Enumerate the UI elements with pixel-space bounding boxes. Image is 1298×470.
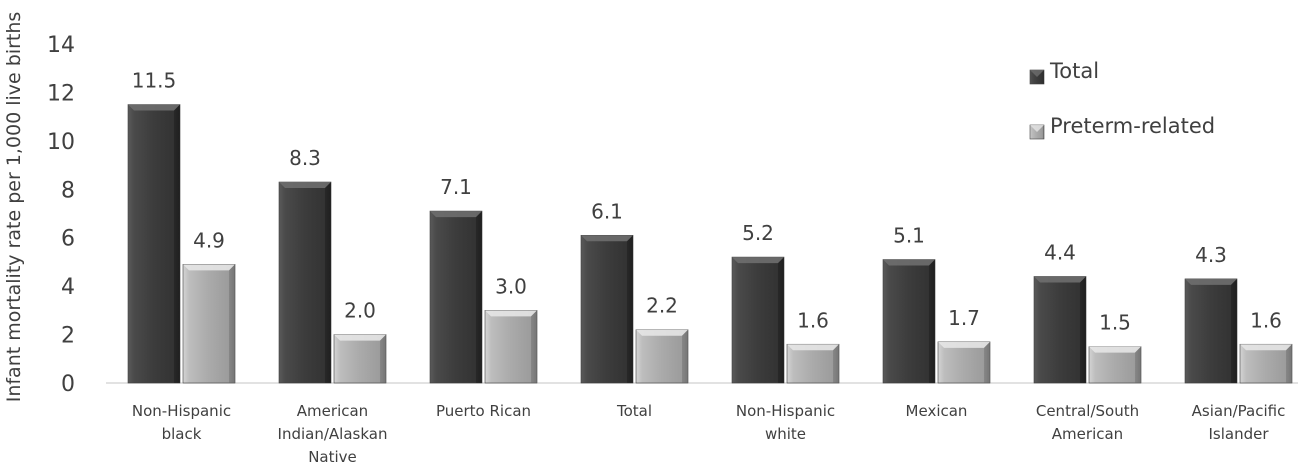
bar-preterm-related (333, 334, 387, 384)
bar-total (127, 104, 181, 384)
bar-total (1033, 276, 1087, 384)
bar-total (429, 210, 483, 384)
data-label: 11.5 (132, 69, 177, 93)
y-tick-label: 8 (61, 178, 75, 203)
y-tick-label: 0 (61, 372, 75, 397)
x-category-label: American Indian/Alaskan Native (278, 402, 388, 466)
bar-total (278, 181, 332, 384)
x-category-label-line: Islander (1208, 425, 1269, 443)
data-label: 4.4 (1044, 240, 1076, 264)
x-category-label: Non-Hispanic white (736, 402, 835, 443)
category-labels: Non-Hispanic black American Indian/Alaskan N… (132, 402, 1285, 466)
data-label: 7.1 (440, 175, 472, 199)
y-tick-label: 12 (47, 81, 75, 106)
x-category-label-line: white (765, 425, 806, 443)
x-category-label-line: Puerto Rican (436, 402, 531, 420)
bar-preterm-related (182, 264, 236, 384)
data-label: 5.2 (742, 221, 774, 245)
bar-total (731, 256, 785, 384)
y-axis-ticks: 0 2 4 6 8 10 12 14 (47, 33, 75, 397)
y-axis-title: Infant mortality rate per 1,000 live bir… (3, 12, 25, 403)
x-category-label: Mexican (906, 402, 968, 420)
x-category-label: Asian/Pacific Islander (1192, 402, 1286, 443)
y-tick-label: 2 (61, 324, 75, 349)
data-label: 1.5 (1099, 311, 1131, 335)
data-label: 1.6 (797, 308, 829, 332)
legend-label: Total (1049, 59, 1099, 83)
data-label: 1.7 (948, 306, 980, 330)
data-label: 2.0 (344, 299, 376, 323)
y-tick-label: 14 (47, 33, 75, 58)
legend: Total Preterm-related (1029, 59, 1215, 140)
bar-preterm-related (635, 329, 689, 384)
y-tick-label: 10 (47, 130, 75, 155)
y-tick-label: 6 (61, 227, 75, 252)
legend-item: Total (1029, 59, 1099, 85)
x-category-label-line: Central/South (1036, 402, 1139, 420)
data-label: 1.6 (1250, 308, 1282, 332)
data-label: 4.3 (1195, 243, 1227, 267)
x-category-label-line: Indian/Alaskan (278, 425, 388, 443)
x-category-label-line: black (162, 425, 202, 443)
x-category-label: Central/South American (1036, 402, 1139, 443)
bar-preterm-related (937, 341, 991, 384)
x-category-label-line: Non-Hispanic (132, 402, 231, 420)
data-label: 8.3 (289, 146, 321, 170)
x-category-label: Non-Hispanic black (132, 402, 231, 443)
x-category-label-line: Native (308, 448, 357, 466)
x-category-label: Puerto Rican (436, 402, 531, 420)
bar-preterm-related (1239, 343, 1293, 384)
data-label: 5.1 (893, 224, 925, 248)
bar-preterm-related (1088, 346, 1142, 384)
legend-label: Preterm-related (1050, 114, 1215, 138)
data-label: 3.0 (495, 274, 527, 298)
bar-preterm-related (484, 310, 538, 384)
bar-total (882, 259, 936, 384)
bar-preterm-related (786, 343, 840, 384)
x-category-label-line: Total (616, 402, 652, 420)
y-tick-label: 4 (61, 275, 75, 300)
legend-item: Preterm-related (1029, 114, 1215, 140)
x-category-label-line: American (1052, 425, 1123, 443)
data-label: 4.9 (193, 228, 225, 252)
data-label: 2.2 (646, 294, 678, 318)
x-category-label-line: Asian/Pacific (1192, 402, 1286, 420)
data-labels: 11.5 4.9 8.3 2.0 7.1 3.0 6.1 2.2 5.2 1.6 5.1 1.7 4.4… (132, 69, 1282, 335)
x-category-label-line: American (297, 402, 368, 420)
bar-total (580, 234, 634, 384)
x-category-label-line: Mexican (906, 402, 968, 420)
data-label: 6.1 (591, 199, 623, 223)
bars (127, 104, 1293, 384)
x-category-label: Total (616, 402, 652, 420)
x-category-label-line: Non-Hispanic (736, 402, 835, 420)
bar-total (1184, 278, 1238, 384)
